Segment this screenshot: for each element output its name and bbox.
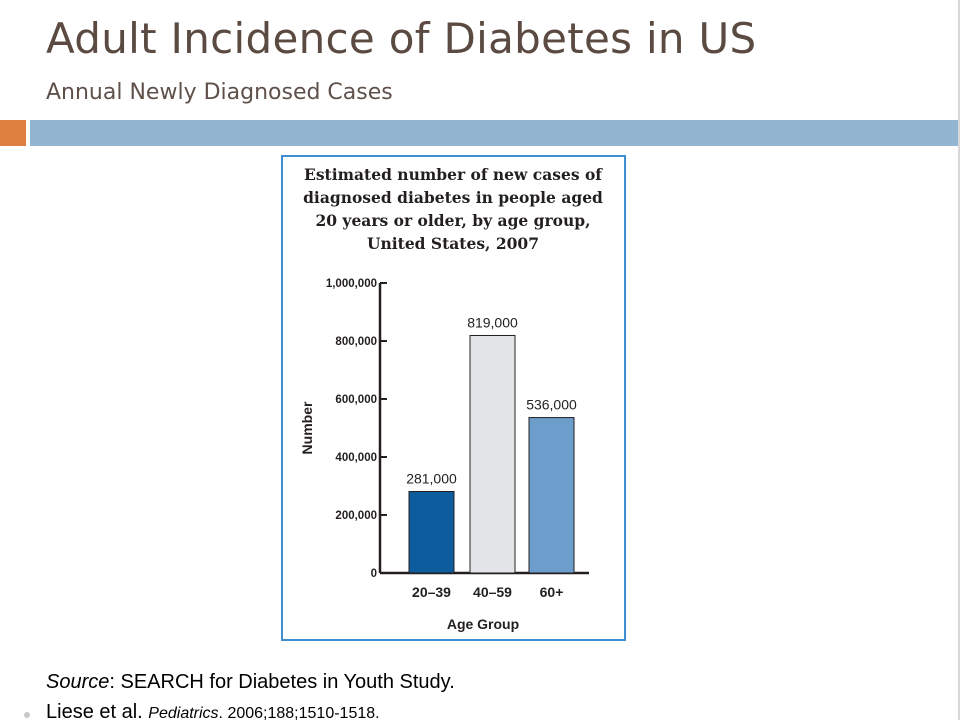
citation-authors: Liese et al. — [46, 701, 143, 723]
y-tick-label: 0 — [371, 568, 377, 580]
chart-title-line: 20 years or older, by age group, — [315, 211, 590, 230]
source-text: : SEARCH for Diabetes in Youth Study. — [109, 671, 455, 693]
bar — [528, 417, 575, 574]
chart-figure: Estimated number of new cases of diagnose… — [281, 155, 626, 641]
bar-value-label: 281,000 — [406, 471, 457, 487]
y-tick-label: 1,000,000 — [326, 278, 377, 290]
source-note: Source: SEARCH for Diabetes in Youth Stu… — [46, 671, 455, 694]
y-tick-label: 400,000 — [335, 452, 377, 464]
x-axis-title: Age Group — [447, 616, 519, 632]
slide-title: Adult Incidence of Diabetes in US — [46, 14, 757, 63]
bar-chart: Estimated number of new cases of diagnose… — [299, 165, 603, 632]
y-tick-label: 800,000 — [335, 336, 377, 348]
citation-note: Liese et al. Pediatrics. 2006;188;1510-1… — [46, 701, 380, 724]
bar-value-label: 536,000 — [526, 397, 577, 413]
bar — [408, 491, 455, 574]
citation-details: . 2006;188;1510-1518. — [218, 705, 380, 722]
header-bar — [30, 120, 960, 146]
chart-title-line: United States, 2007 — [367, 234, 539, 253]
x-tick-label: 20–39 — [412, 584, 451, 600]
y-tick-label: 200,000 — [335, 510, 377, 522]
source-label: Source — [46, 671, 110, 693]
y-axis-title: Number — [299, 401, 315, 454]
x-tick-label: 40–59 — [473, 584, 512, 600]
y-tick-label: 600,000 — [335, 394, 377, 406]
bar — [469, 334, 516, 574]
accent-square — [0, 120, 26, 146]
x-tick-label: 60+ — [540, 584, 564, 600]
bar-value-label: 819,000 — [467, 314, 518, 330]
citation-journal: Pediatrics — [148, 705, 219, 722]
slide-edge — [958, 0, 960, 720]
bullet-dot — [24, 712, 30, 718]
chart-title-line: Estimated number of new cases of — [304, 165, 603, 184]
slide-subtitle: Annual Newly Diagnosed Cases — [46, 80, 393, 105]
chart-title-line: diagnosed diabetes in people aged — [303, 188, 603, 207]
